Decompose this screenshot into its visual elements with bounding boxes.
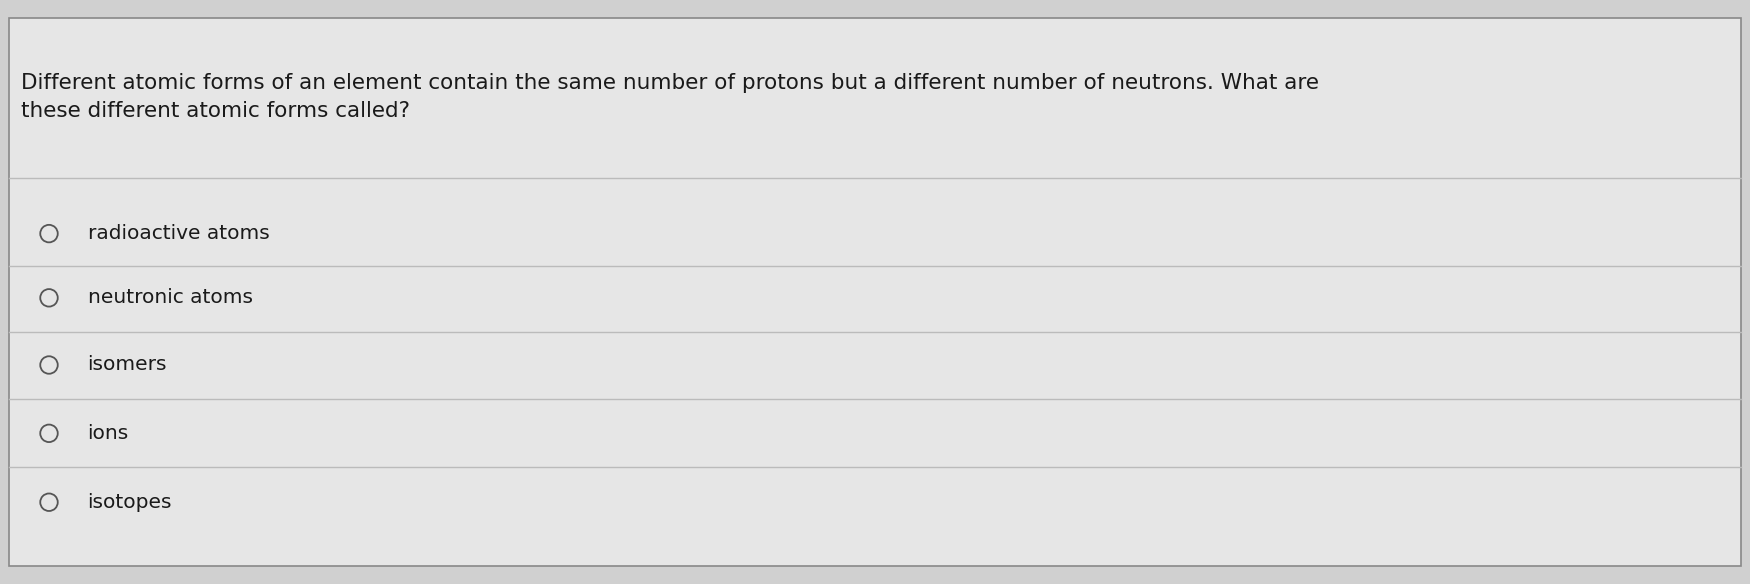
Text: neutronic atoms: neutronic atoms [88,288,252,307]
Text: ions: ions [88,424,130,443]
Ellipse shape [40,425,58,442]
Text: radioactive atoms: radioactive atoms [88,224,270,243]
Ellipse shape [40,289,58,307]
Ellipse shape [40,493,58,511]
Ellipse shape [40,356,58,374]
Text: isomers: isomers [88,356,166,374]
Ellipse shape [40,225,58,242]
Text: Different atomic forms of an element contain the same number of protons but a di: Different atomic forms of an element con… [21,73,1320,121]
FancyBboxPatch shape [9,18,1741,566]
Text: isotopes: isotopes [88,493,172,512]
